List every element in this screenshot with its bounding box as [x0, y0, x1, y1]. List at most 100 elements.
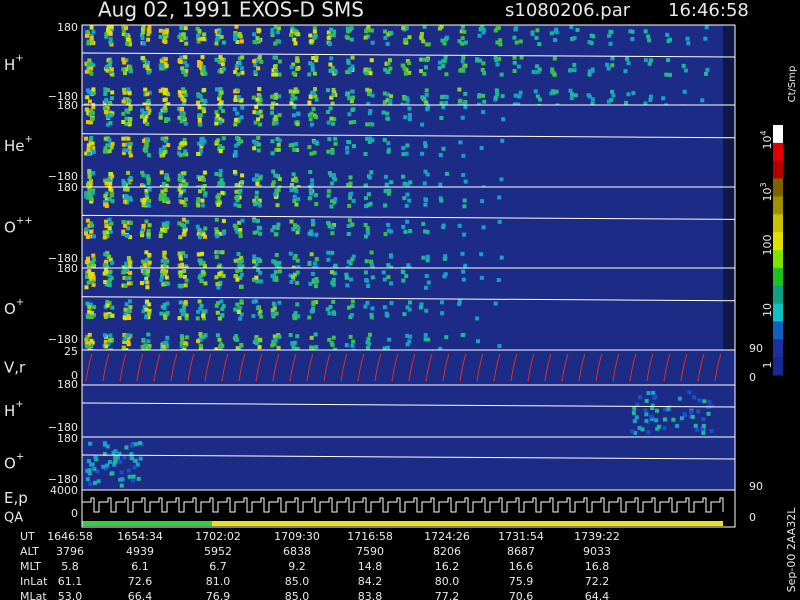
- spectrogram-texture: [345, 283, 350, 288]
- spectrogram-texture: [381, 110, 386, 115]
- spectrogram-texture: [126, 136, 131, 141]
- spectrogram-texture: [420, 95, 425, 100]
- spectrogram-texture: [407, 339, 412, 344]
- spectrogram-texture: [367, 175, 372, 180]
- spectrogram-texture: [385, 116, 390, 121]
- spectrogram-texture: [475, 316, 480, 321]
- spectrogram-texture: [143, 343, 148, 348]
- spectrogram-texture: [125, 41, 130, 46]
- spectrogram-texture: [140, 108, 145, 113]
- spectrogram-texture: [383, 232, 388, 237]
- spectrogram-texture: [291, 62, 296, 67]
- spectrogram-texture: [105, 28, 110, 33]
- spectrogram-texture: [345, 92, 350, 97]
- spectrogram-texture: [294, 346, 299, 351]
- colorbar-label: 1: [761, 362, 774, 369]
- spectrogram-texture: [108, 257, 113, 262]
- spectrogram-texture: [477, 93, 482, 98]
- spectrogram-texture: [184, 68, 189, 73]
- spectrogram-texture: [107, 283, 112, 288]
- spectrogram-texture: [104, 64, 109, 69]
- spectrogram-texture: [675, 423, 680, 428]
- spectrogram-texture: [423, 337, 428, 342]
- spectrogram-texture: [330, 101, 335, 106]
- spectrogram-texture: [646, 390, 651, 395]
- spectrogram-texture: [196, 151, 201, 156]
- spectrogram-texture: [218, 55, 223, 60]
- spectrogram-texture: [407, 307, 412, 312]
- spectrogram-texture: [404, 151, 409, 156]
- spectrogram-texture: [239, 39, 244, 44]
- spectrogram-texture: [177, 115, 182, 120]
- spectrogram-texture: [86, 41, 91, 46]
- spectrogram-texture: [271, 68, 276, 73]
- spectrogram-texture: [214, 275, 219, 280]
- spectrogram-texture: [220, 307, 225, 312]
- spectrogram-texture: [91, 87, 96, 92]
- spectrogram-texture: [113, 455, 118, 460]
- spectrogram-texture: [664, 72, 669, 77]
- spectrogram-texture: [86, 65, 91, 70]
- spectrogram-texture: [178, 264, 183, 269]
- spectrogram-texture: [438, 152, 443, 157]
- spectrogram-texture: [270, 31, 275, 36]
- spectrogram-texture: [633, 430, 638, 435]
- spectrogram-texture: [347, 203, 352, 208]
- spectrogram-texture: [142, 304, 147, 309]
- spectrogram-texture: [351, 95, 356, 100]
- spectrogram-texture: [104, 191, 109, 196]
- spectrogram-texture: [144, 192, 149, 197]
- spectrogram-texture: [180, 66, 185, 71]
- spectrogram-texture: [164, 172, 169, 177]
- cell: 61.1: [58, 575, 83, 588]
- spectrogram-texture: [126, 340, 131, 345]
- spectrogram-texture: [235, 198, 240, 203]
- spectrogram-texture: [292, 223, 297, 228]
- spectrogram-texture: [145, 60, 150, 65]
- center-line: [81, 402, 736, 408]
- spectrogram-texture: [665, 32, 670, 37]
- spectrogram-texture: [106, 177, 111, 182]
- spectrogram-texture: [141, 203, 146, 208]
- spectrogram-texture: [166, 199, 171, 204]
- spectrogram-texture: [418, 305, 423, 310]
- spectrogram-texture: [90, 117, 95, 122]
- spectrogram-texture: [129, 443, 134, 448]
- spectrogram-texture: [179, 178, 184, 183]
- spectrogram-texture: [554, 27, 559, 32]
- spectrogram-texture: [179, 25, 184, 30]
- colorbar-unit: Ct/Smp: [787, 66, 798, 103]
- spectrogram-texture: [144, 250, 149, 255]
- spectrogram-texture: [159, 278, 164, 283]
- spectrogram-texture: [368, 88, 373, 93]
- spectrogram-texture: [127, 299, 132, 304]
- label-exponent: 3: [759, 182, 768, 187]
- spectrogram-texture: [368, 71, 373, 76]
- colorbar-segment: [773, 125, 783, 144]
- row-label: InLat: [20, 575, 48, 588]
- y-tick-label: −180: [48, 170, 78, 183]
- spectrogram-texture: [326, 149, 331, 154]
- spectrogram-texture: [270, 308, 275, 313]
- spectrogram-texture: [219, 90, 224, 95]
- spectrogram-texture: [104, 269, 109, 274]
- spectrogram-texture: [383, 174, 388, 179]
- spectrogram-texture: [197, 275, 202, 280]
- spectrogram-texture: [308, 281, 313, 286]
- spectrogram-texture: [637, 425, 642, 430]
- spectrogram-texture: [197, 299, 202, 304]
- spectrogram-texture: [200, 198, 205, 203]
- spectrogram-texture: [106, 254, 111, 259]
- spectrogram-texture: [108, 181, 113, 186]
- spectrogram-texture: [363, 234, 368, 239]
- spectrogram-texture: [292, 194, 297, 199]
- spectrogram-texture: [253, 70, 258, 75]
- spectrogram-texture: [108, 69, 113, 74]
- spectrogram-texture: [552, 90, 557, 95]
- center-line: [81, 52, 736, 58]
- spectrogram-texture: [127, 91, 132, 96]
- spectrogram-texture: [385, 41, 390, 46]
- spectrogram-texture: [648, 97, 653, 102]
- spectrogram-texture: [180, 312, 185, 317]
- spectrogram-texture: [107, 226, 112, 231]
